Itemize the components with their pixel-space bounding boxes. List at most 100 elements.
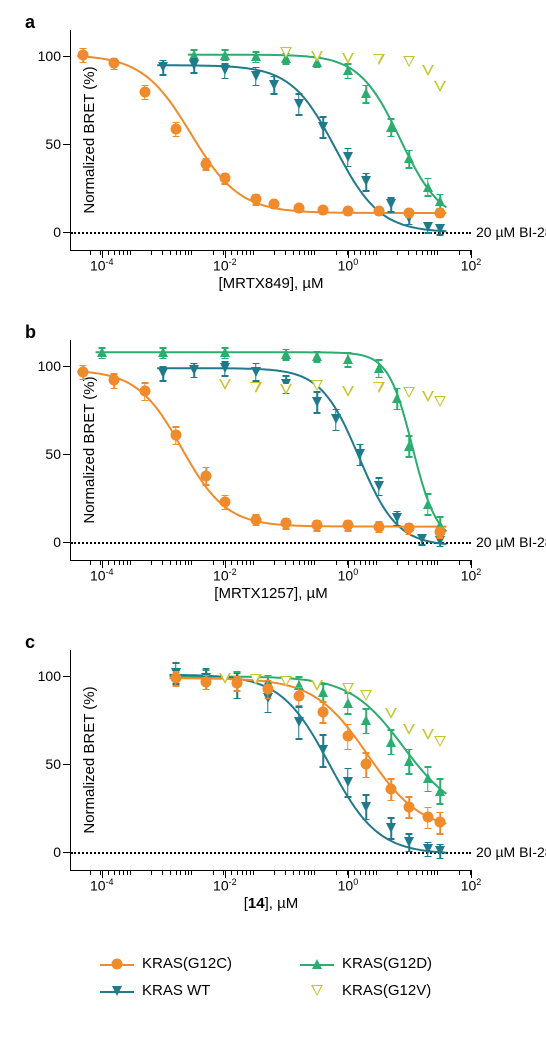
data-point [342, 731, 353, 742]
data-point [386, 737, 396, 747]
data-point [343, 777, 353, 787]
legend: KRAS(G12C) KRAS(G12D) KRAS WT KRAS(G12V) [100, 955, 480, 999]
data-point [109, 58, 120, 69]
legend-item: KRAS(G12V) [300, 982, 480, 999]
data-point [158, 347, 168, 357]
zero-line-label: 20 µM BI-2852 [476, 224, 546, 240]
panel-a: a050100Normalized BRET (%)10-410-2100102… [70, 30, 470, 310]
data-point [312, 397, 322, 407]
data-point [342, 206, 353, 217]
data-point [343, 354, 353, 364]
data-point [78, 49, 89, 60]
data-point [251, 51, 261, 61]
data-point [269, 80, 279, 90]
data-point [374, 363, 384, 373]
data-point [294, 99, 304, 109]
data-point [386, 122, 396, 132]
panel-label: b [25, 322, 36, 343]
panel-label: a [25, 12, 35, 33]
data-point [97, 347, 107, 357]
data-point [250, 514, 261, 525]
plot-area: 050100Normalized BRET (%)10-410-2100102[… [70, 340, 471, 561]
data-point [139, 86, 150, 97]
data-point [423, 182, 433, 192]
data-point [158, 62, 168, 72]
x-axis-label: [MRTX849], µM [218, 275, 323, 292]
plot-area: 050100Normalized BRET (%)10-410-2100102[… [70, 650, 471, 871]
data-point [373, 521, 384, 532]
plot-area: 050100Normalized BRET (%)10-410-2100102[… [70, 30, 471, 251]
data-point [318, 745, 328, 755]
data-point [201, 676, 212, 687]
data-point [404, 756, 414, 766]
data-point [343, 65, 353, 75]
data-point [170, 123, 181, 134]
data-point [139, 386, 150, 397]
data-point [219, 172, 230, 183]
data-point [404, 208, 415, 219]
data-point [201, 158, 212, 169]
x-axis-label: [14], µM [244, 895, 299, 912]
data-point [269, 199, 280, 210]
legend-label: KRAS(G12C) [142, 955, 232, 972]
data-point [220, 50, 230, 60]
data-point [435, 224, 445, 234]
data-point [392, 393, 402, 403]
legend-label: KRAS(G12V) [342, 982, 431, 999]
data-point [404, 523, 415, 534]
data-point [373, 206, 384, 217]
legend-label: KRAS WT [142, 982, 210, 999]
data-point [361, 715, 371, 725]
data-point [386, 784, 397, 795]
data-point [281, 518, 292, 529]
legend-item: KRAS(G12C) [100, 955, 280, 972]
legend-label: KRAS(G12D) [342, 955, 432, 972]
data-point [404, 801, 415, 812]
data-point [386, 199, 396, 209]
legend-item: KRAS(G12D) [300, 955, 480, 972]
data-point [435, 786, 445, 796]
data-point [435, 817, 446, 828]
panel-b: b050100Normalized BRET (%)10-410-2100102… [70, 340, 470, 620]
data-point [170, 673, 181, 684]
legend-item: KRAS WT [100, 982, 280, 999]
data-point [312, 351, 322, 361]
panel-label: c [25, 632, 35, 653]
data-point [158, 368, 168, 378]
data-point [189, 60, 199, 70]
data-point [343, 152, 353, 162]
data-point [219, 496, 230, 507]
data-point [293, 690, 304, 701]
data-point [435, 846, 445, 856]
data-point [342, 519, 353, 530]
data-point [361, 759, 372, 770]
data-point [435, 208, 446, 219]
data-point [170, 430, 181, 441]
data-point [318, 122, 328, 132]
data-point [404, 441, 414, 451]
data-point [423, 499, 433, 509]
data-point [220, 65, 230, 75]
data-point [251, 367, 261, 377]
data-point [435, 196, 445, 206]
data-point [404, 153, 414, 163]
data-point [422, 812, 433, 823]
data-point [78, 366, 89, 377]
data-point [417, 534, 427, 544]
x-axis-label: [MRTX1257], µM [214, 585, 327, 602]
data-point [361, 802, 371, 812]
data-point [331, 414, 341, 424]
panel-c: c050100Normalized BRET (%)10-410-2100102… [70, 650, 470, 930]
data-point [386, 823, 396, 833]
data-point [220, 363, 230, 373]
data-point [435, 526, 446, 537]
data-point [423, 222, 433, 232]
zero-line-label: 20 µM BI-2852 [476, 844, 546, 860]
data-point [281, 349, 291, 359]
data-point [294, 717, 304, 727]
data-point [109, 375, 120, 386]
data-point [189, 365, 199, 375]
data-point [262, 683, 273, 694]
data-point [343, 698, 353, 708]
data-point [404, 837, 414, 847]
